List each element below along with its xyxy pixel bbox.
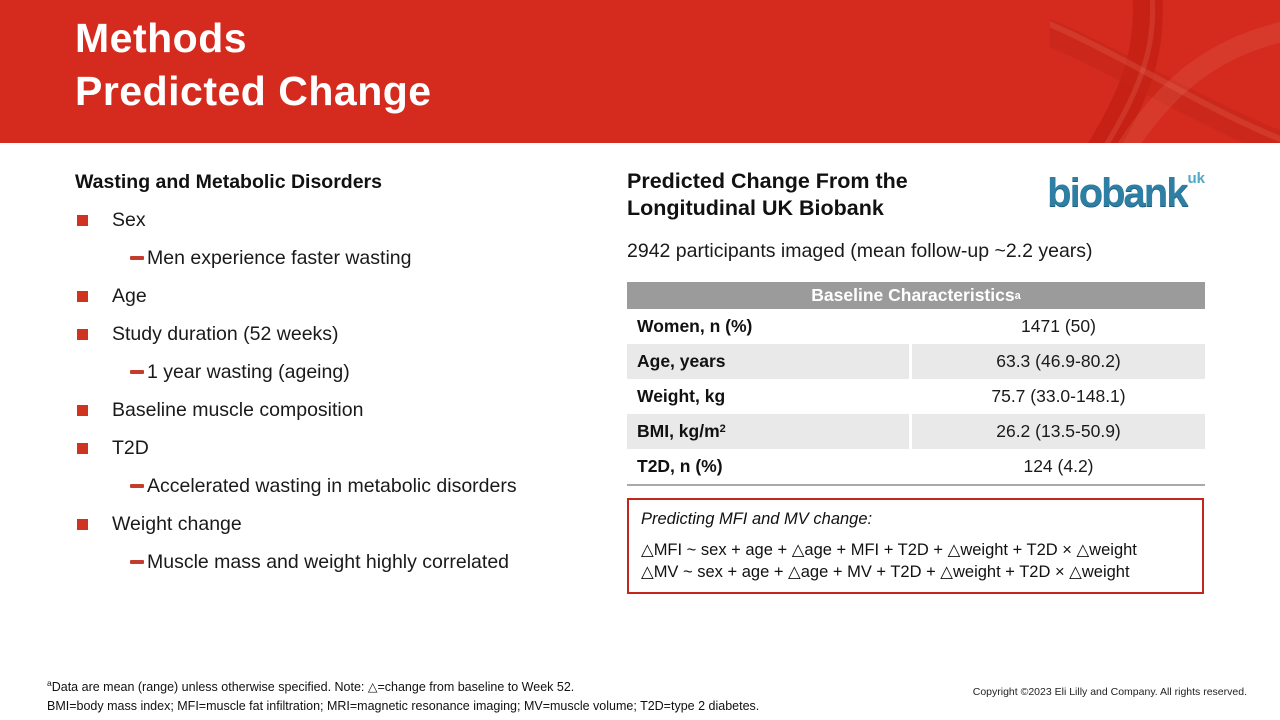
sub-bullet-label: Men experience faster wasting xyxy=(147,247,412,269)
sub-bullet-label: 1 year wasting (ageing) xyxy=(147,361,350,383)
table-row: Age, years 63.3 (46.9-80.2) xyxy=(627,344,1205,379)
row-value: 124 (4.2) xyxy=(1023,456,1094,476)
sub-bullet-item: Accelerated wasting in metabolic disorde… xyxy=(75,473,620,500)
dna-helix-icon xyxy=(1050,0,1280,143)
sub-bullet-item: Muscle mass and weight highly correlated xyxy=(75,549,620,576)
right-heading-line2: Longitudinal UK Biobank xyxy=(627,196,884,220)
footnote-superscript: a xyxy=(47,678,52,688)
row-value: 1471 (50) xyxy=(1021,316,1096,336)
bullet-item-baseline-muscle: Baseline muscle composition xyxy=(75,397,620,424)
biobank-logo-text: biobank xyxy=(1047,171,1188,215)
bullet-item-weight-change: Weight change xyxy=(75,511,620,538)
sub-bullet-label: Muscle mass and weight highly correlated xyxy=(147,551,510,573)
row-value: 75.7 (33.0-148.1) xyxy=(991,386,1126,406)
formula-line-mv: △MV ~ sex + age + △age + MV + T2D + △wei… xyxy=(641,563,1130,581)
bullet-item-sex: Sex xyxy=(75,207,620,234)
bullet-label: Age xyxy=(112,285,147,307)
table-header-label: Baseline Characteristics xyxy=(811,285,1015,305)
left-heading: Wasting and Metabolic Disorders xyxy=(75,171,382,193)
sub-bullet-item: 1 year wasting (ageing) xyxy=(75,359,620,386)
row-label-superscript: 2 xyxy=(719,422,726,435)
bullet-square-icon xyxy=(77,519,88,530)
bullet-item-age: Age xyxy=(75,283,620,310)
uk-biobank-logo: biobank uk xyxy=(1047,170,1205,218)
row-label: T2D, n (%) xyxy=(637,456,723,476)
table-row: BMI, kg/m 2 26.2 (13.5-50.9) xyxy=(627,414,1205,449)
bullet-label: Study duration (52 weeks) xyxy=(112,323,339,345)
copyright-text: Copyright ©2023 Eli Lilly and Company. A… xyxy=(972,686,1247,698)
table-header-superscript: a xyxy=(1014,289,1021,302)
footnote: aData are mean (range) unless otherwise … xyxy=(47,674,759,715)
baseline-characteristics-table: Baseline Characteristics a Women, n (%) 1… xyxy=(627,282,1205,486)
footnote-line1: aData are mean (range) unless otherwise … xyxy=(47,674,759,697)
footnote-line1-text: Data are mean (range) unless otherwise s… xyxy=(51,680,575,695)
right-column: Predicted Change From the Longitudinal U… xyxy=(627,168,1205,594)
row-value: 26.2 (13.5-50.9) xyxy=(912,414,1205,449)
slide-title: Methods Predicted Change xyxy=(75,12,432,118)
dash-icon xyxy=(130,484,144,488)
bullet-square-icon xyxy=(77,291,88,302)
dash-icon xyxy=(130,256,144,260)
bullet-square-icon xyxy=(77,405,88,416)
table-row: Weight, kg 75.7 (33.0-148.1) xyxy=(627,379,1205,414)
biobank-logo-uk: uk xyxy=(1187,170,1205,187)
formula-line-mfi: △MFI ~ sex + age + △age + MFI + T2D + △w… xyxy=(641,541,1137,559)
footnote-line2: BMI=body mass index; MFI=muscle fat infi… xyxy=(47,698,760,713)
right-heading-line1: Predicted Change From the xyxy=(627,169,908,193)
row-label: Women, n (%) xyxy=(637,316,753,336)
left-column: Wasting and Metabolic Disorders Sex Men … xyxy=(75,170,620,587)
dash-icon xyxy=(130,370,144,374)
bullet-item-study-duration: Study duration (52 weeks) xyxy=(75,321,620,348)
right-heading: Predicted Change From the Longitudinal U… xyxy=(627,168,997,222)
slide-header-band: Methods Predicted Change xyxy=(0,0,1280,143)
bullet-label: Baseline muscle composition xyxy=(112,399,364,421)
row-label-text: BMI, kg/m xyxy=(637,421,720,441)
formula-box-title: Predicting MFI and MV change: xyxy=(641,510,873,528)
bullet-square-icon xyxy=(77,443,88,454)
slide-title-line2: Predicted Change xyxy=(75,68,432,114)
bullet-square-icon xyxy=(77,329,88,340)
table-header: Baseline Characteristics a xyxy=(627,282,1205,309)
row-value: 63.3 (46.9-80.2) xyxy=(912,344,1205,379)
row-label: Age, years xyxy=(627,344,909,379)
bullet-item-t2d: T2D xyxy=(75,435,620,462)
bullet-label: Sex xyxy=(112,209,146,231)
dash-icon xyxy=(130,560,144,564)
row-label: Weight, kg xyxy=(637,386,726,406)
bullet-label: Weight change xyxy=(112,513,242,535)
sub-bullet-item: Men experience faster wasting xyxy=(75,245,620,272)
participants-subtitle: 2942 participants imaged (mean follow-up… xyxy=(627,240,1093,262)
bullet-label: T2D xyxy=(112,437,149,459)
row-label: BMI, kg/m 2 xyxy=(627,414,909,449)
sub-bullet-label: Accelerated wasting in metabolic disorde… xyxy=(147,475,517,497)
table-row: T2D, n (%) 124 (4.2) xyxy=(627,449,1205,484)
table-row: Women, n (%) 1471 (50) xyxy=(627,309,1205,344)
formula-lines: △MFI ~ sex + age + △age + MFI + T2D + △w… xyxy=(641,539,1190,583)
formula-box: Predicting MFI and MV change: △MFI ~ sex… xyxy=(627,498,1204,594)
slide-title-line1: Methods xyxy=(75,15,248,61)
bullet-square-icon xyxy=(77,215,88,226)
